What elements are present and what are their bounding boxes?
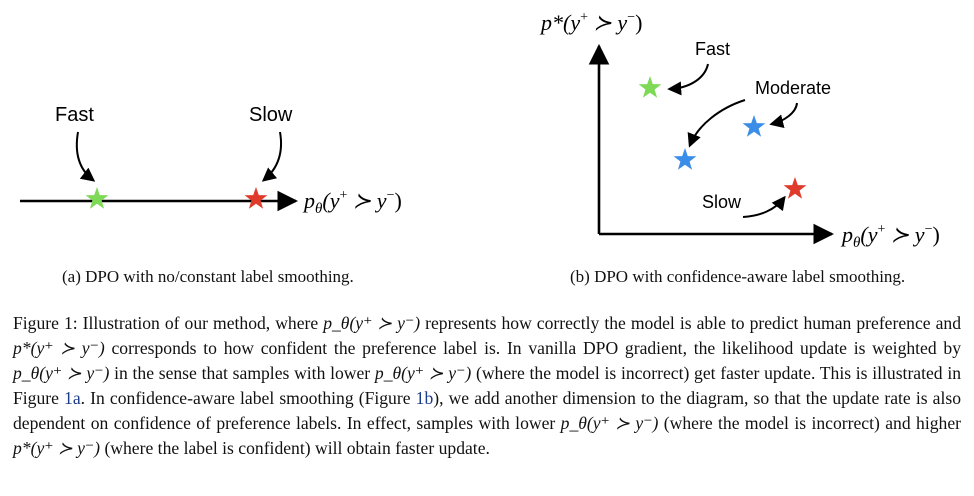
panel-b-y-axis-label: p*(y+ ≻ y−) [539,10,642,35]
panel-b-slow-label: Slow [702,192,742,212]
subcaption-b: (b) DPO with confidence-aware label smoo… [570,267,906,286]
panel-a-fast-label: Fast [55,104,94,126]
panel-a-slow-arrow [261,131,282,182]
panel-a-fast-star [85,187,109,209]
caption-math-4: p_θ(y⁺ ≻ y⁻) [374,363,472,383]
caption-text-5: (where the model is incorrect) get faste… [13,363,962,408]
figure-ref-1b-link[interactable]: 1b [415,388,434,408]
caption-text-2: represents how correctly the model is ab… [420,313,961,333]
panel-b-fast-star [638,76,662,98]
panel-a-slow-star [244,187,268,209]
panel-b-moderate-arrow-lower [687,99,746,148]
caption-math-5: p_θ(y⁺ ≻ y⁻) [560,413,659,433]
caption-text-4: in the sense that samples with lower [109,363,375,383]
panel-b-moderate-label: Moderate [755,78,831,98]
figure-1: Fast Slow pθ(y+ ≻ y−) p*(y+ ≻ y−) pθ(y+ … [20,10,940,251]
panel-b-x-axis-label: pθ(y+ ≻ y−) [840,222,940,251]
panel-b-fast-arrow [667,63,709,96]
panel-b-moderate-arrow-upper [769,102,798,129]
panel-a-slow-label: Slow [249,104,293,126]
panel-a: Fast Slow pθ(y+ ≻ y−) [20,104,402,217]
caption-math-6: p*(y⁺ ≻ y⁻) [13,438,101,458]
panel-b-moderate-star-lower [673,148,697,170]
caption-math-2: p*(y⁺ ≻ y⁻) [13,338,105,358]
caption-text-1: Figure 1: Illustration of our method, wh… [13,313,324,333]
caption-text-8: (where the model is incorrect) and highe… [658,413,962,433]
caption-paragraph: Figure 1: Illustration of our method, wh… [13,311,961,461]
panel-b-moderate-star-upper [742,115,766,137]
panel-b-fast-label: Fast [695,39,730,59]
caption-math-3: p_θ(y⁺ ≻ y⁻) [13,363,110,383]
caption-text-7: ), we add another dimension to the diagr… [13,388,961,433]
panel-b-slow-arrow [742,195,786,218]
caption-text-3: corresponds to how confident the prefere… [104,338,962,358]
caption-text-9: (where the label is confident) will obta… [100,438,490,458]
panel-a-axis-label: pθ(y+ ≻ y−) [302,188,402,217]
panel-a-fast-arrow [75,131,96,182]
caption-math-1: p_θ(y⁺ ≻ y⁻) [323,313,421,333]
figure-caption: Figure 1: Illustration of our method, wh… [13,311,961,461]
panel-b-slow-star [783,177,807,199]
subcaption-a: (a) DPO with no/constant label smoothing… [62,267,354,286]
caption-text-6: . In confidence-aware label smoothing (F… [80,388,416,408]
panel-b: p*(y+ ≻ y−) pθ(y+ ≻ y−) Fast Moderate Sl… [539,10,940,251]
figure-ref-1a-link[interactable]: 1a [64,388,81,408]
